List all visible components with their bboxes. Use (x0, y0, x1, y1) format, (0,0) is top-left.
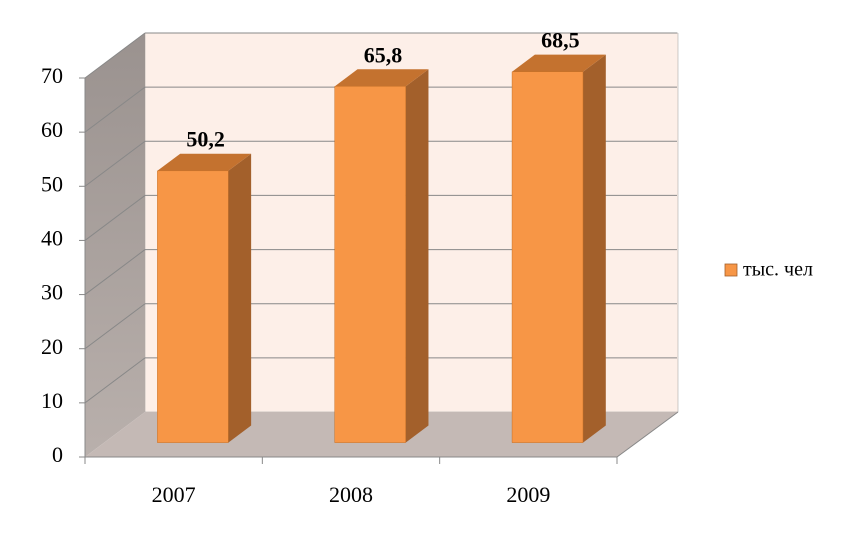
data-label: 50,2 (186, 127, 225, 152)
y-tick-label: 50 (41, 171, 63, 196)
x-tick-label: 2008 (329, 482, 373, 507)
data-label: 68,5 (541, 28, 580, 53)
bar (157, 153, 252, 443)
grid-line (84, 303, 146, 350)
floor-edge (616, 411, 679, 458)
x-tick-label: 2007 (152, 482, 196, 507)
grid-line (84, 32, 146, 79)
bar-top (512, 54, 606, 72)
grid-line (84, 357, 146, 404)
y-tick-label: 70 (41, 63, 63, 88)
y-tick-label: 20 (41, 334, 63, 359)
bar-side (583, 54, 606, 443)
bar-top (157, 153, 252, 171)
y-tick-label: 0 (52, 442, 63, 467)
bar-side (405, 69, 429, 443)
y-tick-label: 60 (41, 117, 63, 142)
y-tick-label: 30 (41, 280, 63, 305)
legend-label: тыс. чел (743, 259, 813, 281)
bar-top (334, 69, 429, 87)
y-tick-label: 10 (41, 388, 63, 413)
bar-front (334, 86, 406, 443)
x-tick-label: 2009 (506, 482, 550, 507)
y-tick-label: 40 (41, 225, 63, 250)
legend-swatch (724, 263, 738, 277)
data-label: 65,8 (364, 42, 403, 67)
bar-front (157, 170, 229, 443)
bar (334, 69, 429, 443)
bar (511, 54, 606, 443)
side-wall (85, 33, 145, 457)
grid-line (84, 249, 146, 295)
grid-line (84, 140, 146, 187)
grid-line (84, 86, 146, 133)
bar-side (228, 153, 252, 443)
grid-line (84, 195, 146, 241)
bar-front (511, 71, 584, 443)
